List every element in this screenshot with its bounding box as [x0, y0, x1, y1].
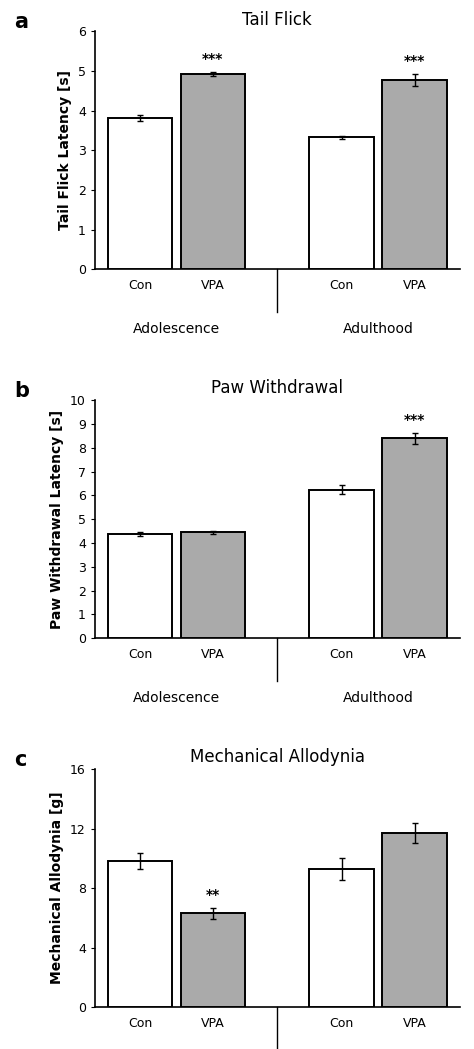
Text: ***: *** [404, 53, 425, 68]
Title: Tail Flick: Tail Flick [242, 10, 312, 28]
Text: Adolescence: Adolescence [133, 322, 220, 336]
Bar [383, 438, 447, 638]
Bar [310, 869, 374, 1007]
Bar [181, 914, 245, 1007]
Bar [383, 833, 447, 1007]
Bar [108, 534, 172, 638]
Text: Adulthood: Adulthood [343, 322, 414, 336]
Y-axis label: Tail Flick Latency [s]: Tail Flick Latency [s] [58, 70, 72, 231]
Bar [108, 861, 172, 1007]
Text: ***: *** [404, 413, 425, 427]
Text: **: ** [206, 889, 220, 902]
Bar [108, 117, 172, 270]
Title: Mechanical Allodynia: Mechanical Allodynia [190, 748, 365, 766]
Text: Adulthood: Adulthood [343, 690, 414, 705]
Bar [310, 137, 374, 270]
Text: ***: *** [202, 52, 224, 66]
Title: Paw Withdrawal: Paw Withdrawal [211, 380, 343, 398]
Y-axis label: Mechanical Allodynia [g]: Mechanical Allodynia [g] [50, 792, 64, 984]
Text: Adolescence: Adolescence [133, 690, 220, 705]
Text: b: b [15, 381, 29, 402]
Bar [310, 490, 374, 638]
Text: c: c [15, 750, 27, 770]
Bar [181, 74, 245, 270]
Bar [181, 532, 245, 638]
Y-axis label: Paw Withdrawal Latency [s]: Paw Withdrawal Latency [s] [50, 410, 64, 628]
Bar [383, 80, 447, 270]
Text: a: a [15, 13, 28, 33]
